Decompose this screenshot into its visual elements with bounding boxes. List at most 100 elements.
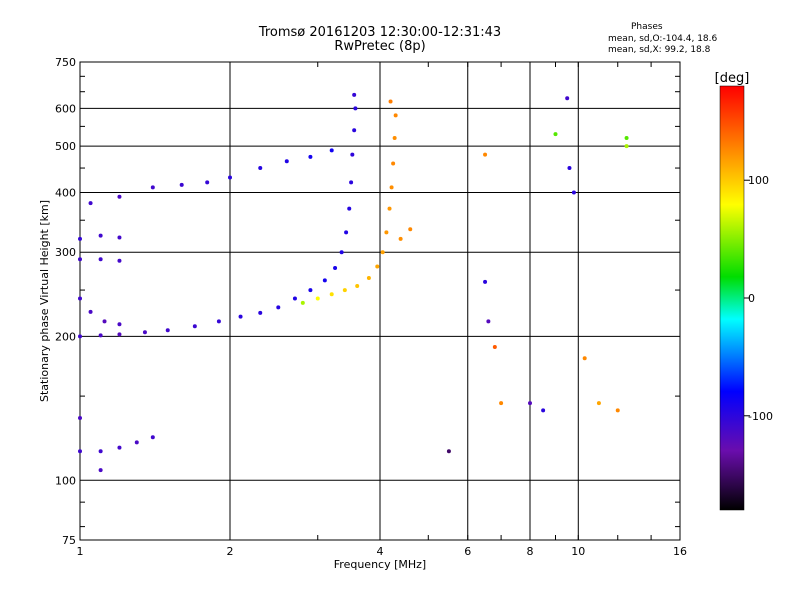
y-axis-label: Stationary phase Virtual Height [km] [38,200,51,402]
data-point [387,206,392,211]
x-tick-label: 2 [227,545,234,558]
y-tick-label: 600 [55,102,76,115]
data-point [615,408,620,413]
y-tick-label: 200 [55,330,76,343]
data-point [483,152,488,157]
data-point [329,148,334,153]
phases-title: Phases [631,22,663,32]
data-point [98,468,103,473]
data-point [78,296,82,301]
data-point [276,305,281,310]
data-point [355,283,360,288]
data-point [344,230,349,235]
data-point [384,230,389,235]
data-point [228,175,232,180]
data-point [315,296,320,301]
colorbar-label: [deg] [715,71,750,86]
x-tick-label: 16 [673,545,687,558]
data-point [150,185,155,190]
phases-o-stats: mean, sd,O:-104.4, 18.6 [608,34,718,44]
data-point [78,257,82,262]
data-point [349,180,354,185]
data-point [78,334,82,339]
data-point [117,445,122,450]
data-point [624,136,629,141]
grid-lines [80,62,680,540]
x-axis-label: Frequency [MHz] [334,558,426,571]
data-point [308,288,313,293]
data-points [78,92,629,473]
data-point [238,314,243,319]
y-tick-label: 75 [62,534,76,547]
data-point [329,292,334,297]
data-point [117,194,122,199]
data-point [216,319,221,324]
data-point [88,201,93,206]
data-point [192,324,197,329]
data-point [582,356,587,361]
data-point [446,449,451,454]
data-point [352,128,357,133]
colorbar-ticks: 100 0 -100 [744,174,773,423]
data-point [342,288,347,293]
data-point [117,235,122,240]
data-point [165,328,170,333]
data-point [553,132,558,137]
y-tick-label: 100 [55,474,76,487]
data-point [258,310,263,315]
colorbar-tick-label: 100 [748,174,769,187]
data-point [98,333,103,338]
data-point [483,279,488,284]
data-point [528,401,532,406]
data-point [486,319,491,324]
data-point [567,166,572,171]
data-point [596,401,601,406]
y-tick-label: 500 [55,140,76,153]
data-point [78,415,82,420]
data-point [353,106,358,111]
data-point [117,332,122,337]
data-point [308,154,313,159]
data-point [393,113,398,118]
y-tick-label: 750 [55,56,76,69]
x-tick-label: 10 [571,545,585,558]
x-tick-label: 8 [527,545,534,558]
data-point [350,152,355,157]
data-point [142,330,147,335]
data-point [134,440,139,445]
data-point [117,322,122,327]
data-point [150,435,155,440]
x-tick-label: 1 [77,545,84,558]
colorbar-tick-label: 0 [748,292,755,305]
data-point [300,300,305,305]
data-point [88,309,93,314]
phases-x-stats: mean, sd,X: 99.2, 18.8 [608,45,711,55]
colorbar-tick-label: -100 [748,410,773,423]
data-point [541,408,546,413]
chart-subtitle: RwPretec (8p) [334,39,426,54]
data-point [258,166,263,171]
x-tick-label: 6 [464,545,471,558]
x-tick-label: 4 [377,545,384,558]
data-point [98,449,103,454]
data-point [179,182,184,187]
data-point [388,99,393,104]
data-point [102,319,107,324]
data-point [322,278,327,283]
data-point [624,144,629,149]
data-point [284,159,289,164]
y-tick-label: 300 [55,246,76,259]
data-point [117,258,122,263]
data-point [389,185,394,190]
colorbar [719,85,745,511]
data-point [98,257,103,262]
y-tick-label: 400 [55,186,76,199]
data-point [366,275,371,280]
data-point [333,266,338,271]
data-point [565,96,570,101]
data-point [398,236,403,241]
data-point [339,250,344,255]
data-point [78,236,82,241]
data-point [380,250,385,255]
